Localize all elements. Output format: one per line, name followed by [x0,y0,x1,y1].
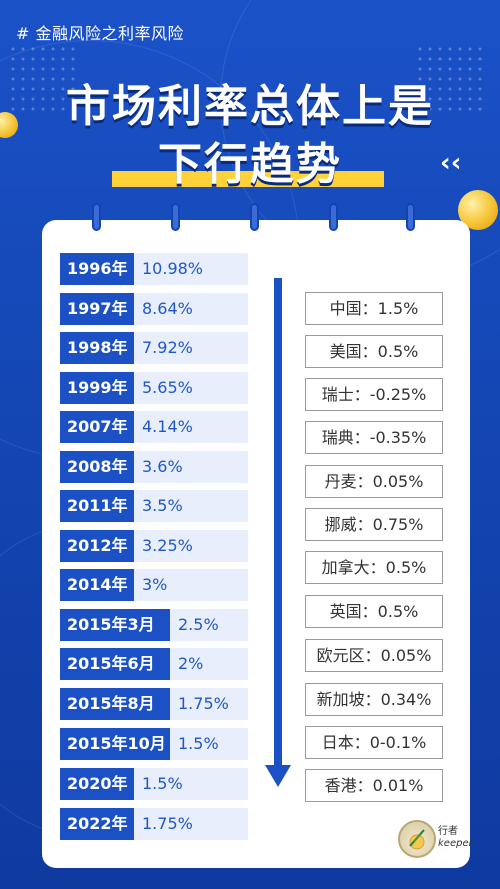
rate-row: 2015年3月 2.5% [60,609,248,641]
year-label: 1999年 [60,372,134,404]
country-rate-box: 欧元区：0.05% [305,639,443,672]
rate-value: 5.65% [134,372,248,404]
rate-row: 2012年 3.25% [60,530,248,562]
country-rate-box: 香港：0.01% [305,769,443,802]
rate-value: 1.75% [134,808,248,840]
rate-value: 2.5% [170,609,248,641]
rate-value: 1.5% [134,768,248,800]
rate-value: 3.5% [134,490,248,522]
logo-text: 行者 keeper [438,826,473,850]
headline-line1: 市场利率总体上是 [66,81,434,132]
rate-value: 2% [170,648,248,680]
rate-row: 2022年 1.75% [60,808,248,840]
headline-line2-wrap [0,128,500,188]
year-label: 2022年 [60,808,134,840]
year-label: 2015年8月 [60,688,170,720]
rate-row: 2015年8月 1.75% [60,688,248,720]
rate-value: 8.64% [134,293,248,325]
country-rate-box: 英国：0.5% [305,595,443,628]
country-rate-box: 瑞士：-0.25% [305,378,443,411]
rate-row: 2008年 3.6% [60,451,248,483]
coin-icon [0,112,18,138]
year-label: 2007年 [60,411,134,443]
downtrend-arrow-line [274,278,282,768]
country-rate-box: 挪威：0.75% [305,508,443,541]
rate-value: 3.6% [134,451,248,483]
country-rate-box: 瑞典：-0.35% [305,421,443,454]
rate-row: 2007年 4.14% [60,411,248,443]
year-label: 1997年 [60,293,134,325]
year-label: 1996年 [60,253,134,285]
year-label: 1998年 [60,332,134,364]
rate-value: 3.25% [134,530,248,562]
rate-row: 1997年 8.64% [60,293,248,325]
country-rate-box: 中国：1.5% [305,292,443,325]
rate-value: 7.92% [134,332,248,364]
rate-row: 2011年 3.5% [60,490,248,522]
country-rate-box: 日本：0-0.1% [305,726,443,759]
logo-text-cn: 行者 [438,826,458,837]
rate-value: 1.75% [170,688,248,720]
highlight-bar [112,171,384,187]
year-label: 2015年10月 [60,728,170,760]
rate-row: 2015年10月 1.5% [60,728,248,760]
topic-tag: # 金融风险之利率风险 [16,24,184,43]
year-label: 2014年 [60,569,134,601]
binder-ring [171,203,180,231]
year-label: 2008年 [60,451,134,483]
rate-row: 2020年 1.5% [60,768,248,800]
binder-ring [406,203,415,231]
year-label: 2011年 [60,490,134,522]
logo-text-en: keeper [438,838,473,849]
chevron-left-icon: ‹‹ [440,148,462,178]
rate-row: 2015年6月 2% [60,648,248,680]
rate-value: 10.98% [134,253,248,285]
binder-ring [250,203,259,231]
rate-value: 3% [134,569,248,601]
year-label: 2020年 [60,768,134,800]
country-rate-box: 新加坡：0.34% [305,683,443,716]
keeper-logo-icon [398,820,436,858]
rate-value: 4.14% [134,411,248,443]
rate-row: 1999年 5.65% [60,372,248,404]
country-rate-box: 加拿大：0.5% [305,551,443,584]
country-rate-box: 丹麦：0.05% [305,465,443,498]
headline-line2: 下行趋势 [158,139,342,190]
down-arrow-icon [265,765,291,787]
rate-row: 1998年 7.92% [60,332,248,364]
rate-row: 2014年 3% [60,569,248,601]
country-rate-box: 美国：0.5% [305,335,443,368]
year-label: 2015年3月 [60,609,170,641]
binder-ring [92,203,101,231]
year-label: 2015年6月 [60,648,170,680]
binder-ring [329,203,338,231]
rate-row: 1996年 10.98% [60,253,248,285]
year-label: 2012年 [60,530,134,562]
rate-value: 1.5% [170,728,248,760]
